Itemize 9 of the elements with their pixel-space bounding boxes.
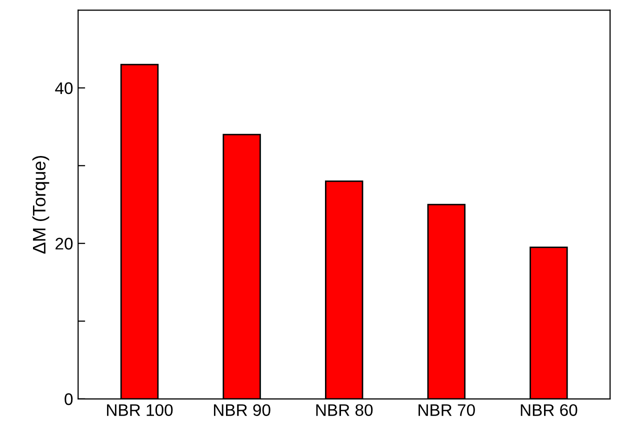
y-axis-title: ΔM (Torque) <box>32 156 50 254</box>
y-tick-label: 40 <box>55 82 73 94</box>
y-tick-label: 0 <box>64 393 73 406</box>
y-tick-label: 20 <box>56 238 73 250</box>
x-tick-label: NBR 90 <box>214 404 270 416</box>
x-tick-label: NBR 60 <box>520 404 578 416</box>
x-tick-label: NBR 80 <box>316 404 373 416</box>
x-tick-label: NBR 70 <box>418 404 475 416</box>
x-tick-label: NBR 100 <box>107 404 173 416</box>
